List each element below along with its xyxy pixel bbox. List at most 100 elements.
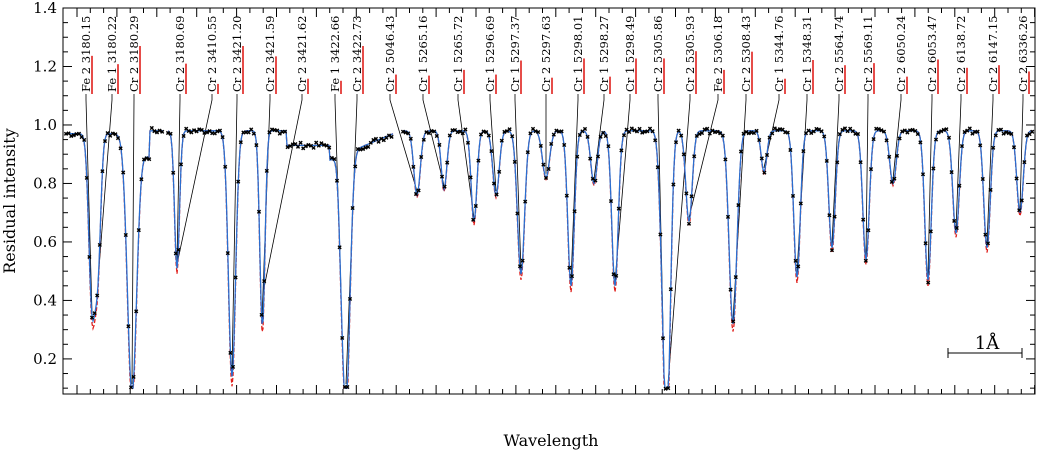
observed-point bbox=[598, 134, 603, 139]
line-id-label: Cr 2 3421.20 bbox=[230, 16, 244, 92]
line-id-label: Fe 1 3180.22 bbox=[105, 16, 119, 92]
line-id-leader bbox=[831, 94, 840, 244]
observed-point bbox=[437, 142, 442, 147]
observed-point bbox=[653, 138, 658, 143]
observed-point bbox=[379, 136, 384, 141]
observed-point bbox=[842, 126, 848, 131]
observed-point bbox=[939, 129, 944, 134]
observed-point bbox=[491, 181, 497, 186]
line-id-label: Cr 1 5344.76 bbox=[772, 16, 786, 92]
observed-point bbox=[82, 137, 87, 143]
model-blue-curve bbox=[66, 130, 163, 389]
observed-point bbox=[671, 182, 676, 187]
observed-point bbox=[855, 131, 861, 137]
observed-point bbox=[793, 258, 798, 263]
observed-point bbox=[567, 265, 572, 270]
observed-point bbox=[1009, 131, 1014, 137]
observed-point bbox=[738, 149, 744, 154]
model-red-curve bbox=[66, 130, 163, 389]
observed-point bbox=[473, 203, 478, 209]
observed-point bbox=[262, 279, 267, 284]
observed-point bbox=[655, 165, 660, 170]
observed-point bbox=[923, 241, 928, 246]
line-id-leader bbox=[763, 94, 780, 168]
observed-point bbox=[497, 169, 502, 174]
observed-point bbox=[983, 232, 988, 237]
observed-point bbox=[959, 143, 965, 149]
observed-point bbox=[684, 191, 689, 196]
observed-point bbox=[298, 140, 303, 145]
line-id-leader bbox=[489, 94, 497, 192]
observed-point bbox=[347, 296, 353, 302]
observed-point bbox=[406, 131, 411, 136]
observed-point bbox=[978, 143, 983, 148]
observed-point bbox=[822, 134, 827, 139]
line-id-leader bbox=[85, 94, 93, 313]
line-id-label: Cr 2 3410.55 bbox=[205, 16, 219, 92]
observed-point bbox=[692, 154, 697, 159]
line-id-leader bbox=[593, 94, 605, 180]
observed-point bbox=[350, 205, 355, 211]
line-id-label: Cr 1 5265.72 bbox=[451, 16, 465, 92]
line-id-leader bbox=[688, 94, 719, 218]
observed-point bbox=[910, 127, 915, 132]
observed-point bbox=[595, 154, 601, 159]
line-id-label: Cr 2 6053.47 bbox=[925, 16, 939, 92]
line-id-label: Cr 1 5348.31 bbox=[800, 16, 814, 92]
observed-point bbox=[149, 125, 154, 131]
y-tick-label: 0.2 bbox=[33, 350, 57, 368]
observed-point bbox=[520, 258, 525, 263]
observed-point bbox=[321, 142, 327, 148]
observed-point bbox=[178, 162, 184, 167]
observed-point bbox=[421, 137, 426, 142]
observed-point bbox=[762, 170, 767, 175]
observed-point bbox=[676, 128, 681, 133]
line-id-leader bbox=[97, 94, 113, 282]
observed-point bbox=[541, 162, 546, 167]
observed-point bbox=[621, 133, 627, 138]
observed-point bbox=[160, 129, 165, 134]
observed-point bbox=[666, 385, 671, 391]
observed-point bbox=[1022, 160, 1027, 165]
observed-point bbox=[445, 160, 450, 165]
observed-point bbox=[327, 145, 332, 150]
line-id-leader bbox=[422, 94, 445, 186]
observed-point bbox=[881, 129, 887, 134]
observed-point bbox=[809, 130, 814, 136]
observed-point bbox=[871, 137, 876, 142]
observed-point bbox=[585, 134, 590, 139]
observed-point bbox=[954, 225, 959, 231]
observed-point bbox=[363, 145, 368, 150]
observed-point bbox=[523, 199, 528, 204]
observed-point bbox=[533, 129, 538, 134]
observed-point bbox=[173, 251, 178, 256]
observed-point bbox=[168, 131, 173, 136]
observed-point bbox=[471, 217, 476, 222]
observed-point bbox=[408, 136, 413, 141]
observed-point bbox=[468, 175, 473, 180]
observed-point bbox=[616, 206, 621, 211]
observed-point bbox=[176, 247, 181, 252]
observed-point bbox=[386, 133, 392, 138]
line-id-label: Cr 2 6138.72 bbox=[954, 16, 968, 92]
line-id-label: Cr 1 5298.01 bbox=[571, 16, 585, 92]
observed-point bbox=[829, 248, 835, 253]
line-id-label: Fe 1 3422.66 bbox=[328, 16, 342, 92]
observed-point bbox=[416, 188, 421, 193]
observed-point bbox=[230, 364, 236, 369]
observed-point bbox=[345, 384, 350, 390]
line-id-label: Cr 2 6147.15 bbox=[986, 16, 1000, 92]
observed-point bbox=[204, 130, 210, 135]
observed-point bbox=[115, 136, 121, 141]
observed-point bbox=[264, 168, 269, 173]
observed-point bbox=[100, 169, 105, 174]
observed-point bbox=[525, 150, 530, 155]
observed-point bbox=[957, 183, 962, 188]
observed-point bbox=[337, 245, 342, 250]
observed-point bbox=[97, 242, 102, 248]
observed-point bbox=[236, 179, 241, 184]
observed-point bbox=[144, 156, 149, 161]
observed-point bbox=[967, 126, 972, 131]
observed-point bbox=[102, 138, 108, 144]
observed-point bbox=[606, 144, 611, 149]
